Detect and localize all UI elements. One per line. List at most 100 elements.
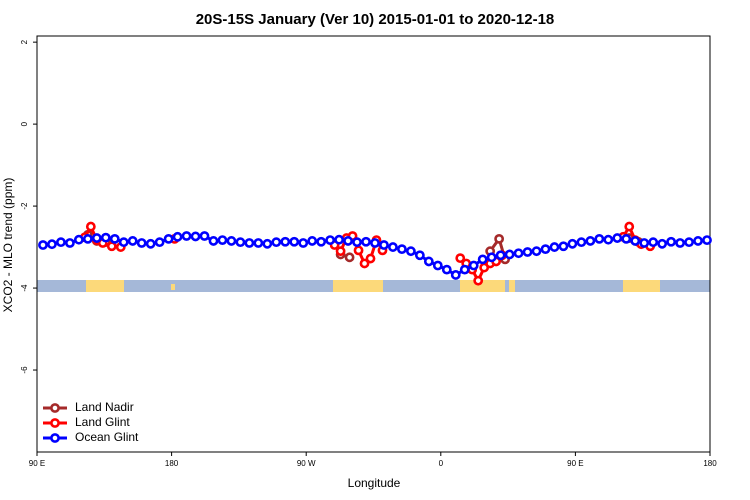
x-tick-label: 90 W xyxy=(297,459,316,468)
data-point xyxy=(82,233,93,244)
data-point xyxy=(621,233,632,244)
data-point xyxy=(423,256,434,267)
land-band xyxy=(509,280,515,292)
land-mask xyxy=(37,280,710,292)
data-point xyxy=(657,238,668,249)
x-tick-label: 90 E xyxy=(29,459,45,468)
data-point xyxy=(684,237,694,248)
data-point xyxy=(455,253,466,264)
data-point xyxy=(353,245,364,256)
data-point xyxy=(145,238,156,249)
data-point xyxy=(352,237,362,248)
data-point xyxy=(494,233,505,244)
legend-label: Land Glint xyxy=(75,415,130,429)
data-point xyxy=(154,237,165,248)
data-point xyxy=(38,240,48,250)
data-point xyxy=(226,236,237,246)
data-point xyxy=(513,248,524,259)
data-point xyxy=(388,242,398,252)
data-point xyxy=(648,237,659,248)
data-point xyxy=(217,235,228,246)
x-tick-label: 90 E xyxy=(567,459,583,468)
data-point xyxy=(441,264,452,275)
data-point xyxy=(271,237,282,248)
data-point xyxy=(405,246,416,257)
data-point xyxy=(702,235,712,246)
data-point xyxy=(365,253,376,264)
data-point xyxy=(208,236,219,246)
data-point xyxy=(504,249,515,260)
data-point xyxy=(486,252,497,263)
data-point xyxy=(253,238,264,248)
data-point xyxy=(432,260,443,271)
data-point xyxy=(558,241,569,252)
data-point xyxy=(359,258,370,269)
data-point xyxy=(335,246,346,257)
y-tick-label: 0 xyxy=(20,121,29,126)
data-point xyxy=(343,236,353,246)
data-point xyxy=(468,260,479,271)
data-point xyxy=(585,236,596,246)
data-point xyxy=(495,250,506,261)
data-point xyxy=(244,238,255,248)
data-point xyxy=(459,264,470,275)
land-band xyxy=(171,284,175,290)
land-band xyxy=(460,280,505,292)
data-point xyxy=(379,240,389,250)
legend-marker xyxy=(50,403,60,413)
chart-title: 20S-15S January (Ver 10) 2015-01-01 to 2… xyxy=(196,11,555,28)
x-tick-label: 180 xyxy=(703,459,717,468)
legend-marker xyxy=(50,418,60,428)
data-point xyxy=(325,235,336,246)
land-band xyxy=(86,280,124,292)
land-band xyxy=(623,280,660,292)
data-point xyxy=(334,234,345,245)
data-point xyxy=(477,254,488,265)
data-point xyxy=(522,247,533,257)
data-point xyxy=(109,233,120,244)
data-point xyxy=(235,237,246,248)
data-point xyxy=(370,238,380,248)
data-point xyxy=(693,236,703,246)
data-point xyxy=(190,231,201,242)
data-point xyxy=(118,237,129,248)
y-tick-label: -6 xyxy=(20,366,29,374)
data-point xyxy=(540,244,551,255)
data-point xyxy=(414,250,425,261)
data-point xyxy=(280,236,291,247)
x-axis-label: Longitude xyxy=(348,476,401,490)
data-point xyxy=(85,221,96,232)
data-point xyxy=(531,246,542,257)
data-point xyxy=(127,236,138,246)
data-point xyxy=(289,236,300,247)
data-point xyxy=(91,233,102,243)
y-tick-label: 2 xyxy=(20,39,29,44)
x-tick-label: 180 xyxy=(165,459,179,468)
plot-frame xyxy=(36,35,711,453)
x-tick-label: 0 xyxy=(439,459,444,468)
data-point xyxy=(675,238,685,248)
data-point xyxy=(56,237,66,248)
data-point xyxy=(666,236,677,247)
data-point xyxy=(100,232,111,243)
legend-label: Ocean Glint xyxy=(75,430,139,444)
data-point xyxy=(624,221,635,232)
data-point xyxy=(567,238,578,249)
y-tick-label: -4 xyxy=(20,284,29,292)
data-point xyxy=(136,238,147,248)
data-point xyxy=(307,236,318,246)
data-point xyxy=(344,252,355,263)
data-point xyxy=(473,275,484,286)
data-point xyxy=(576,237,587,248)
data-point xyxy=(630,236,641,246)
data-point xyxy=(612,233,623,243)
data-point xyxy=(397,244,407,255)
data-point xyxy=(594,233,605,244)
data-point xyxy=(361,236,371,247)
data-point xyxy=(47,239,57,250)
data-point xyxy=(450,270,461,280)
data-point xyxy=(316,236,327,247)
data-point xyxy=(549,242,560,252)
data-point xyxy=(163,233,174,244)
